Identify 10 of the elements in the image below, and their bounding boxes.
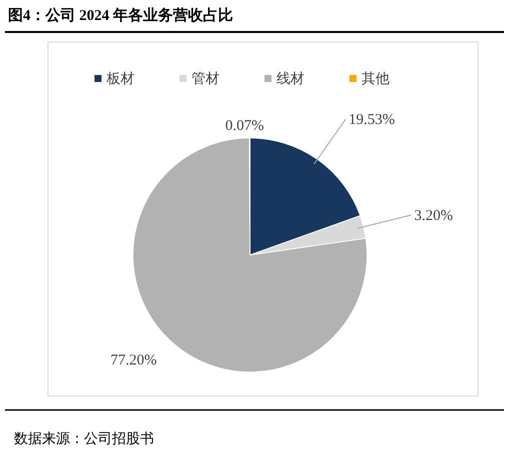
chart-title: 图4：公司 2024 年各业务营收占比	[8, 7, 233, 24]
legend-label: 板材	[106, 71, 134, 87]
legend-label: 其他	[362, 71, 390, 87]
source-note: 数据来源：公司招股书	[14, 431, 154, 447]
legend-label: 线材	[276, 71, 304, 87]
legend-label: 管材	[192, 71, 220, 87]
data-label: 0.07%	[225, 118, 264, 134]
data-label: 77.20%	[110, 352, 157, 369]
data-label: 19.53%	[348, 112, 395, 128]
data-label: 3.20%	[414, 208, 454, 224]
